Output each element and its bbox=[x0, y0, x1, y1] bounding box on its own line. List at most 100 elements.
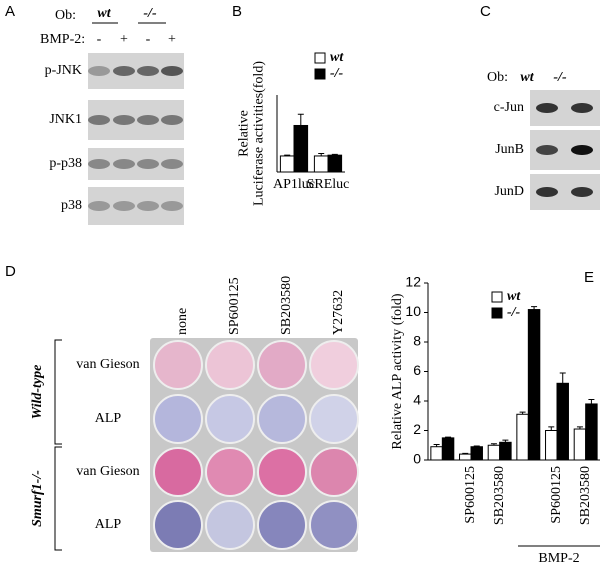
bar bbox=[441, 437, 455, 461]
error-bar bbox=[331, 153, 338, 156]
error-bar bbox=[576, 426, 583, 430]
ob-label: Ob: bbox=[487, 70, 508, 85]
blot-row-label: p38 bbox=[61, 198, 82, 213]
bar bbox=[279, 155, 295, 173]
well bbox=[257, 340, 307, 390]
row-label: van Gieson bbox=[76, 357, 139, 372]
blot-row-label: p-p38 bbox=[49, 156, 82, 171]
ob-label: Ob: bbox=[55, 8, 76, 23]
x-tick-label: SREluc bbox=[307, 177, 350, 192]
well bbox=[153, 447, 203, 497]
blot-row-label: c-Jun bbox=[494, 100, 524, 115]
genotype-label: wt bbox=[520, 70, 534, 85]
blot-band bbox=[571, 103, 593, 113]
legend-swatch bbox=[491, 291, 503, 303]
genotype-label: -/- bbox=[553, 70, 567, 85]
blot-band bbox=[88, 201, 110, 211]
y-axis-label: Relative bbox=[237, 110, 252, 157]
group-label: BMP-2 bbox=[538, 551, 579, 566]
blot-row-label: JNK1 bbox=[49, 112, 82, 127]
bar bbox=[430, 446, 443, 461]
blot-band bbox=[161, 66, 183, 76]
group-label: Smurf1-/- bbox=[30, 470, 45, 527]
bar bbox=[527, 309, 541, 461]
row-label: van Gieson bbox=[76, 464, 139, 479]
error-bar bbox=[519, 411, 526, 415]
y-tick-label: 6 bbox=[413, 362, 421, 378]
blot-band bbox=[88, 66, 110, 76]
error-bar bbox=[502, 439, 509, 443]
blot-row-label: JunB bbox=[495, 142, 524, 157]
bar bbox=[556, 382, 569, 461]
error-bar bbox=[284, 154, 291, 156]
blot-band bbox=[137, 201, 159, 211]
y-axis-label: Luciferase activities(fold) bbox=[252, 61, 267, 206]
error-bar bbox=[588, 399, 595, 404]
row-label: ALP bbox=[95, 517, 122, 532]
blot-band bbox=[137, 66, 159, 76]
blot-band bbox=[536, 187, 558, 197]
well bbox=[257, 500, 307, 550]
group-label: Wild-type bbox=[30, 365, 45, 420]
blot-band bbox=[161, 201, 183, 211]
legend-swatch bbox=[491, 307, 503, 319]
bar bbox=[499, 441, 512, 461]
bar bbox=[313, 155, 329, 173]
well bbox=[205, 394, 255, 444]
error-bar bbox=[433, 444, 440, 447]
panel-label: B bbox=[232, 3, 242, 20]
treatment-label: - bbox=[146, 32, 151, 47]
y-tick-label: 8 bbox=[413, 333, 421, 349]
error-bar bbox=[490, 443, 497, 446]
group-bracket bbox=[54, 339, 62, 445]
well bbox=[257, 447, 307, 497]
error-bar bbox=[559, 372, 566, 384]
error-bar bbox=[297, 113, 304, 126]
error-bar bbox=[462, 452, 469, 455]
legend-label: -/- bbox=[330, 66, 344, 81]
panel-label: E bbox=[584, 269, 594, 286]
blot-band bbox=[161, 159, 183, 169]
bar bbox=[459, 453, 472, 461]
y-tick-label: 10 bbox=[405, 303, 421, 319]
blot-band bbox=[113, 159, 135, 169]
column-label: SP600125 bbox=[227, 277, 242, 335]
well bbox=[309, 340, 359, 390]
error-bar bbox=[531, 306, 538, 310]
x-tick-label: SB203580 bbox=[578, 466, 593, 525]
x-tick-label: SP600125 bbox=[463, 466, 478, 524]
blot-band bbox=[88, 159, 110, 169]
well bbox=[153, 500, 203, 550]
legend-label: -/- bbox=[507, 305, 521, 320]
legend-swatch bbox=[314, 52, 326, 64]
column-label: none bbox=[175, 308, 190, 335]
well bbox=[205, 340, 255, 390]
legend-swatch bbox=[314, 68, 326, 80]
bar bbox=[545, 430, 558, 461]
well bbox=[257, 394, 307, 444]
error-bar bbox=[548, 426, 555, 431]
blot-band bbox=[536, 145, 558, 155]
blot-band bbox=[536, 103, 558, 113]
well bbox=[309, 500, 359, 550]
column-label: Y27632 bbox=[331, 290, 346, 335]
well bbox=[309, 394, 359, 444]
blot-band bbox=[113, 115, 135, 125]
panel-label: C bbox=[480, 3, 491, 20]
bar bbox=[487, 444, 501, 461]
blot-band bbox=[113, 201, 135, 211]
blot-band bbox=[161, 115, 183, 125]
group-bracket bbox=[54, 446, 62, 551]
well bbox=[153, 394, 203, 444]
blot-band bbox=[113, 66, 135, 76]
x-tick-label: SP600125 bbox=[549, 466, 564, 524]
error-bar bbox=[318, 153, 325, 156]
legend-label: wt bbox=[330, 50, 344, 65]
x-tick-label: AP1luc bbox=[273, 177, 315, 192]
culture-plate bbox=[150, 338, 358, 552]
error-bar bbox=[473, 445, 480, 447]
error-bar bbox=[445, 436, 452, 438]
genotype-label: wt bbox=[97, 6, 111, 21]
bar bbox=[470, 446, 483, 461]
